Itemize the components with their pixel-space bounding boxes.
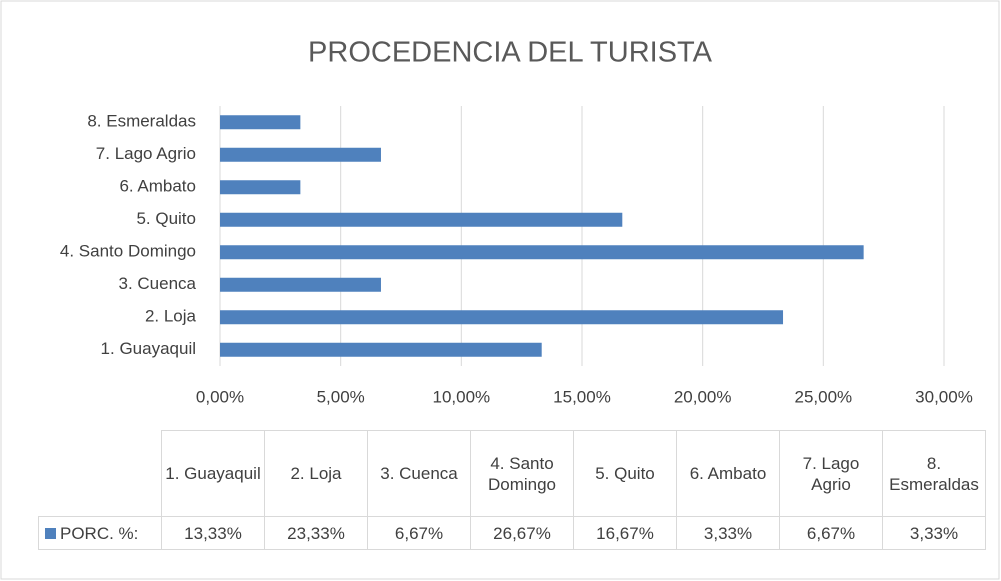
table-value: 6,67% — [367, 516, 471, 550]
table-value: 23,33% — [264, 516, 368, 550]
bar — [220, 212, 623, 227]
y-tick-label: 8. Esmeraldas — [87, 112, 196, 131]
y-tick-label: 4. Santo Domingo — [60, 242, 196, 261]
table-category: 6. Ambato — [676, 430, 780, 517]
table-category: 2. Loja — [264, 430, 368, 517]
table-category: 3. Cuenca — [367, 430, 471, 517]
x-tick-label: 5,00% — [317, 387, 365, 406]
y-tick-label: 1. Guayaquil — [101, 339, 196, 358]
legend-cell: PORC. %: — [38, 516, 162, 550]
bar — [220, 277, 381, 292]
bar — [220, 147, 381, 162]
table-value: 3,33% — [676, 516, 780, 550]
table-value: 13,33% — [161, 516, 265, 550]
bar — [220, 180, 301, 195]
y-tick-label: 3. Cuenca — [119, 274, 197, 293]
bar — [220, 115, 301, 130]
table-value: 16,67% — [573, 516, 677, 550]
x-tick-label: 0,00% — [196, 387, 244, 406]
legend-key — [45, 527, 56, 539]
bar — [220, 310, 784, 325]
legend-label: PORC. %: — [60, 523, 139, 543]
blank-cell — [39, 431, 162, 517]
table-value: 3,33% — [882, 516, 986, 550]
chart-title: PROCEDENCIA DEL TURISTA — [308, 37, 713, 69]
x-tick-label: 10,00% — [432, 387, 490, 406]
x-tick-label: 15,00% — [553, 387, 611, 406]
x-tick-label: 20,00% — [674, 387, 732, 406]
data-table: 1. Guayaquil 2. Loja 3. Cuenca 4. Santo Dom… — [38, 430, 986, 550]
table-category: 5. Quito — [573, 430, 677, 517]
table-category: 8. Esmeraldas — [882, 430, 986, 517]
y-tick-label: 6. Ambato — [119, 177, 196, 196]
bar — [220, 342, 542, 357]
table-category: 7. Lago Agrio — [779, 430, 883, 517]
y-tick-label: 5. Quito — [136, 209, 196, 228]
bar — [220, 245, 864, 260]
table-category: 4. Santo Domingo — [470, 430, 574, 517]
y-tick-label: 7. Lago Agrio — [96, 144, 196, 163]
x-tick-label: 25,00% — [794, 387, 852, 406]
table-value: 26,67% — [470, 516, 574, 550]
y-tick-label: 2. Loja — [145, 307, 197, 326]
table-category: 1. Guayaquil — [161, 430, 265, 517]
table-value: 6,67% — [779, 516, 883, 550]
x-tick-label: 30,00% — [915, 387, 973, 406]
